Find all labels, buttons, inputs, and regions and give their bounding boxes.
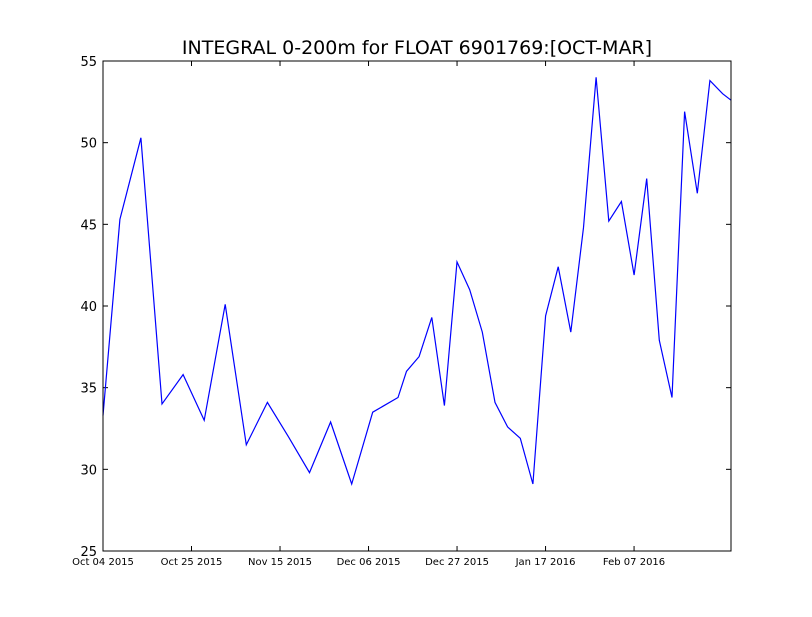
x-tick-label: Dec 27 2015 [425,557,489,568]
x-tick-label: Dec 06 2015 [337,557,401,568]
series-group [102,77,732,486]
axes [102,60,731,552]
x-tick-label: Nov 15 2015 [248,557,312,568]
x-tick-label: Jan 17 2016 [515,557,576,568]
x-tick-label: Oct 04 2015 [72,557,134,568]
chart-title: INTEGRAL 0-200m for FLOAT 6901769:[OCT-M… [182,37,652,59]
y-tick-label: 30 [80,463,97,478]
y-tick-label: 45 [80,218,97,233]
x-tick-label: Feb 07 2016 [603,557,665,568]
plot-area-frame [102,60,732,552]
tick-labels: 25 30 35 40 45 50 55 Oct 04 2015 Oct 25 2015 Nov … [72,55,665,568]
y-tick-label: 50 [80,137,97,152]
series-line [102,77,732,486]
y-tick-label: 25 [80,545,97,560]
x-tick-label: Oct 25 2015 [161,557,223,568]
y-tick-label: 40 [80,300,97,315]
y-tick-label: 55 [80,55,97,70]
y-tick-label: 35 [80,382,97,397]
